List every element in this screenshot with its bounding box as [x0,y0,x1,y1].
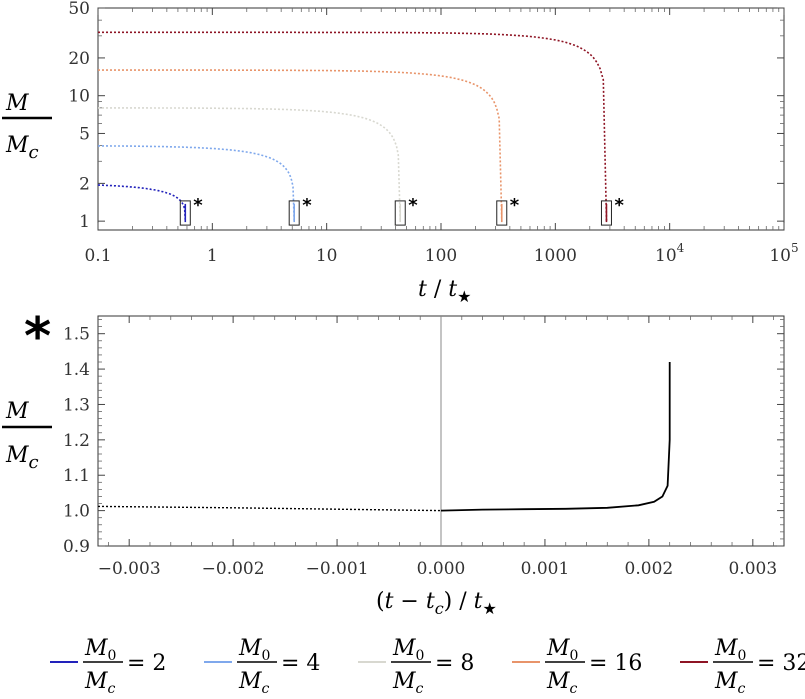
legend-numerator: M0 [238,636,270,664]
top-series-line [98,184,187,222]
top-collapse-box [288,200,300,226]
top-collapse-box [600,200,612,226]
legend-item: M0 Mc = 8 [358,636,474,697]
top-y-tick-label: 5 [79,124,90,144]
legend-item: M0 Mc = 16 [512,636,642,697]
bottom-xlabel: (t − tc) / t★ [376,589,497,618]
bottom-y-axis-label: M Mc [2,399,52,473]
legend-numerator: M0 [84,636,116,664]
top-collapse-box [394,200,406,226]
legend-denominator: Mc [392,669,424,697]
top-ylabel-denominator: Mc [5,133,39,163]
legend-item: M0 Mc = 2 [50,636,166,697]
top-series-group [98,31,608,222]
legend-item: M0 Mc = 4 [204,636,320,697]
bottom-x-tick-label: −0.001 [306,559,369,579]
legend-numerator: M0 [546,636,578,664]
legend-denominator: Mc [84,669,116,697]
top-y-tick-label: 2 [79,174,90,194]
top-x-tick-label: 10 [316,246,338,266]
top-collapse-star: * [408,195,418,216]
top-x-tick-label: 1000 [534,246,577,266]
top-collapse-star: * [510,195,520,216]
legend-value: = 8 [435,651,474,676]
top-y-tick-label: 1 [79,212,90,232]
bottom-y-tick-label: 1.3 [63,395,90,415]
bottom-x-tick-label: 0.001 [521,559,570,579]
top-collapse-star: * [614,195,624,216]
bottom-chart: −0.003 −0.002 −0.001 0.000 0.001 0.002 0.003 0.… [2,307,785,618]
legend-denominator: Mc [238,669,270,697]
bottom-x-tick-label: 0.002 [625,559,674,579]
bottom-y-tick-label: 1.1 [63,466,90,486]
bottom-y-tick-label: 1.4 [63,360,90,380]
top-series-line [98,145,295,222]
top-xlabel: t / t★ [418,277,471,306]
top-series-line [98,31,608,222]
bottom-series-dotted [97,505,442,512]
legend-numerator: M0 [714,636,746,664]
top-collapse-markers: * * * * * [179,195,624,226]
top-x-tick-label: 0.1 [84,246,111,266]
top-axis-ticks: 0.1 1 10 100 1000 104 105 1 2 5 10 20 50 [68,0,798,266]
bottom-marker-star: * [24,307,51,367]
legend-value: = 4 [281,651,320,676]
bottom-x-tick-label: 0.003 [728,559,777,579]
top-x-axis-label: t / t★ [418,277,471,306]
top-y-tick-label: 20 [68,49,90,69]
legend-denominator: Mc [714,669,746,697]
bottom-y-tick-label: 1.2 [63,431,90,451]
legend-item: M0 Mc = 32 [680,636,805,697]
bottom-x-tick-label: 0.000 [417,559,466,579]
legend: M0 Mc = 2 M0 Mc = 4 M0 Mc = 8 M0 Mc = 16 M0 Mc = 32 [50,636,805,697]
bottom-y-tick-label: 1.5 [63,325,90,345]
legend-value: = 2 [127,651,166,676]
legend-value: = 16 [589,651,642,676]
top-y-tick-label: 50 [68,0,90,19]
top-y-axis-label: M Mc [2,91,52,163]
bottom-ylabel-denominator: Mc [5,443,39,473]
top-series-line [98,69,503,222]
bottom-series-solid [440,362,671,512]
top-collapse-star: * [302,195,312,216]
bottom-x-tick-label: −0.003 [98,559,161,579]
bottom-series-group [97,316,671,546]
bottom-x-axis-label: (t − tc) / t★ [376,589,497,618]
bottom-ylabel-numerator: M [5,399,29,424]
bottom-y-tick-label: 0.9 [63,537,90,557]
bottom-x-tick-label: −0.002 [202,559,265,579]
top-collapse-box [179,200,191,226]
legend-numerator: M0 [392,636,424,664]
legend-value: = 32 [757,651,805,676]
top-x-tick-label: 104 [655,241,685,266]
top-collapse-star: * [193,195,203,216]
top-x-tick-label: 105 [769,241,798,266]
top-x-tick-label: 1 [207,246,218,266]
top-ylabel-numerator: M [5,91,29,116]
top-x-tick-label: 100 [425,246,457,266]
top-y-tick-label: 10 [68,87,90,107]
top-collapse-box [496,200,508,226]
legend-denominator: Mc [546,669,578,697]
bottom-y-tick-label: 1.0 [63,502,90,522]
top-series-line [98,107,401,222]
bottom-axis-ticks: −0.003 −0.002 −0.001 0.000 0.001 0.002 0.003 0.… [63,316,784,579]
